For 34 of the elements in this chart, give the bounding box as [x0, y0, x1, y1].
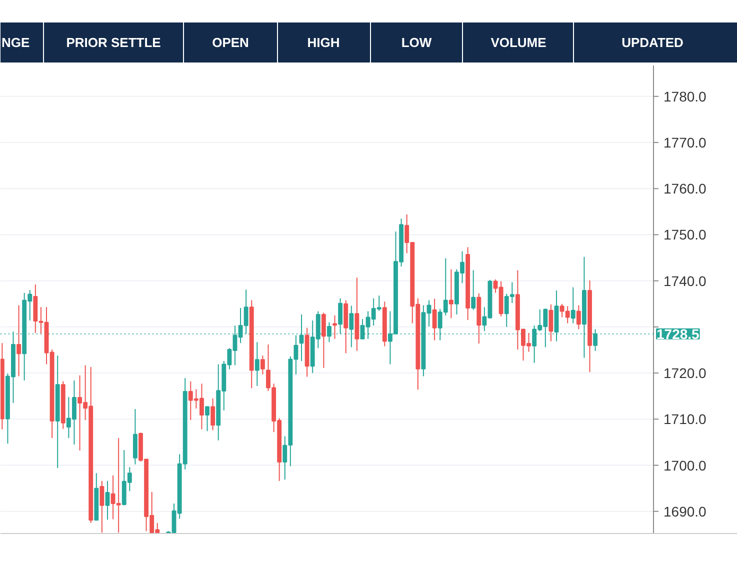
text: NGE: [2, 35, 30, 50]
text: VOLUME: [490, 35, 547, 50]
y-tick-label: 1700.0: [664, 457, 707, 474]
candlestick: [344, 300, 348, 354]
candlestick: [205, 406, 210, 432]
candlestick: [432, 298, 437, 341]
candlestick: [471, 270, 476, 310]
candlestick: [260, 355, 265, 375]
candlestick: [548, 304, 554, 342]
candlestick: [321, 312, 326, 368]
text: LOW: [401, 35, 432, 50]
candlestick: [576, 304, 581, 330]
y-tick-label: 1770.0: [664, 134, 707, 150]
candlestick: [254, 342, 260, 386]
candlestick: [105, 480, 110, 520]
y-tick-label: 1690.0: [664, 503, 707, 520]
candlestick: [132, 408, 138, 465]
candlestick: [210, 398, 216, 431]
y-tick-label: 1780.0: [664, 88, 707, 104]
text: UPDATED: [622, 35, 684, 50]
candlestick: [332, 314, 337, 340]
text: PRIOR SETTLE: [66, 35, 162, 50]
candlestick: [570, 286, 576, 324]
candlestick: [448, 268, 454, 319]
ref-line-label: 1728.5: [656, 326, 700, 342]
candlestick: [16, 304, 22, 377]
y-tick-label: 1740.0: [664, 272, 707, 289]
text: OPEN: [212, 35, 249, 50]
y-tick-label: 1760.0: [664, 180, 707, 197]
y-tick-label: 1720.0: [664, 365, 707, 382]
y-tick-label: 1710.0: [664, 411, 707, 428]
candlestick: [100, 480, 104, 534]
y-tick-label: 1750.0: [664, 226, 707, 243]
text: HIGH: [307, 35, 340, 50]
